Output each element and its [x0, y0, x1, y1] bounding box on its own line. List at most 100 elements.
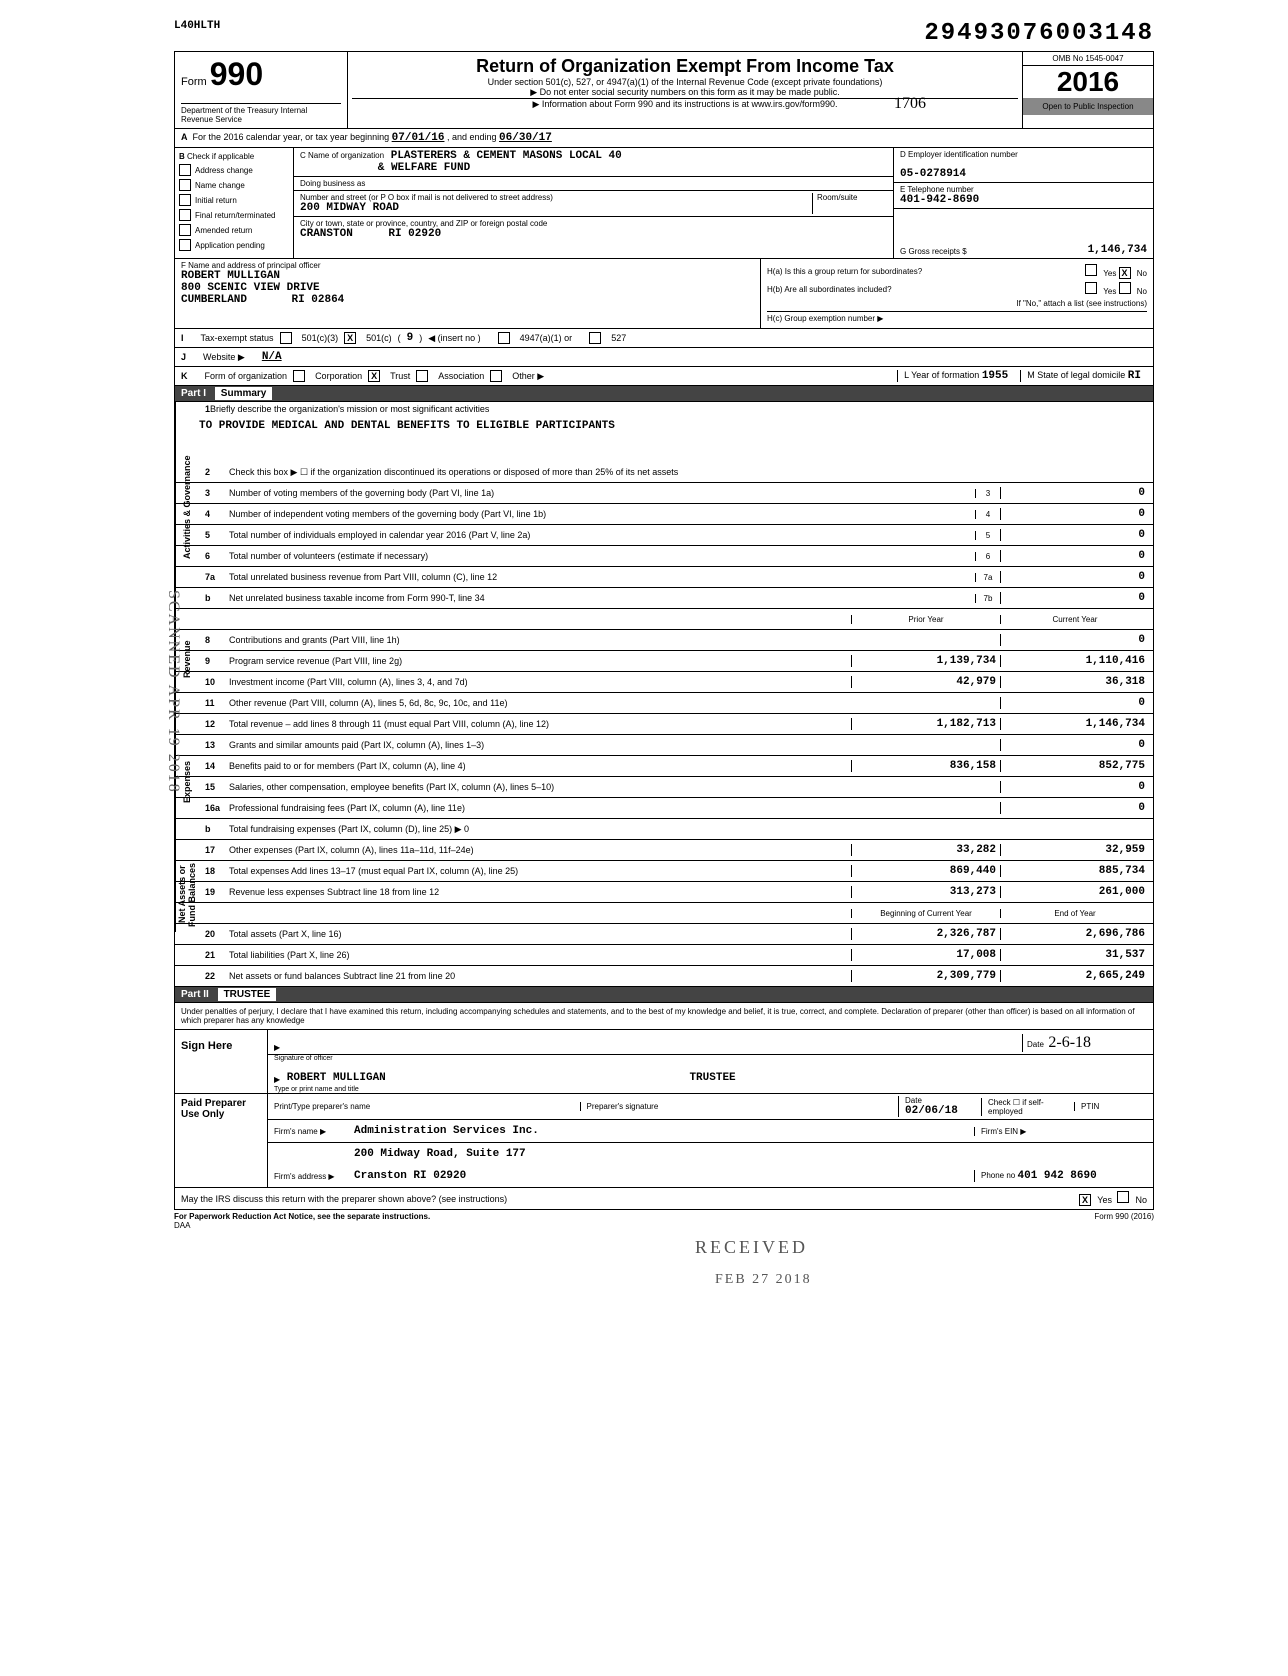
527-checkbox[interactable]: [589, 332, 601, 344]
address-change-checkbox[interactable]: [179, 164, 191, 176]
officer-title: TRUSTEE: [689, 1072, 735, 1084]
application-pending-checkbox[interactable]: [179, 239, 191, 251]
line-k: K Form of organization Corporation XTrus…: [174, 367, 1154, 386]
other-checkbox[interactable]: [490, 370, 502, 382]
prior-year-header: Prior Year: [851, 615, 1000, 624]
daa-label: DAA: [174, 1221, 190, 1230]
firm-name-label: Firm's name ▶: [274, 1127, 354, 1136]
org-name: PLASTERERS & CEMENT MASONS LOCAL 40: [391, 150, 622, 162]
form-org-label: Form of organization: [205, 371, 288, 381]
room-suite-label: Room/suite: [812, 193, 887, 214]
name-change-checkbox[interactable]: [179, 179, 191, 191]
omb-number: OMB No 1545-0047: [1023, 52, 1153, 66]
subtitle-1: Under section 501(c), 527, or 4947(a)(1)…: [352, 77, 1018, 87]
officer-state-zip: RI 02864: [291, 294, 344, 306]
final-return-checkbox[interactable]: [179, 209, 191, 221]
website-value: N/A: [262, 351, 282, 363]
vert-activities: Activities & Governance: [175, 402, 198, 612]
paid-preparer-row: Paid Preparer Use Only Print/Type prepar…: [174, 1094, 1154, 1188]
ha-no-checkbox[interactable]: X: [1119, 267, 1131, 279]
summary-row: 16aProfessional fundraising fees (Part I…: [175, 797, 1153, 818]
insert-no-label: ◀ (insert no ): [428, 333, 480, 344]
firm-addr-2: Cranston RI 02920: [354, 1170, 974, 1182]
officer-street: 800 SCENIC VIEW DRIVE: [181, 282, 320, 294]
officer-name: ROBERT MULLIGAN: [181, 270, 280, 282]
preparer-name-label: Print/Type preparer's name: [274, 1102, 580, 1111]
other-label: Other ▶: [512, 371, 544, 382]
section-fgh: F Name and address of principal officer …: [174, 259, 1154, 329]
city-label: City or town, state or province, country…: [300, 219, 547, 228]
vert-netassets: Net Assets or Fund Balances: [175, 857, 198, 932]
dept-label: Department of the Treasury Internal Reve…: [181, 103, 341, 124]
street-label: Number and street (or P O box if mail is…: [300, 193, 553, 202]
officer-city: CUMBERLAND: [181, 294, 247, 306]
main-title: Return of Organization Exempt From Incom…: [352, 56, 1018, 77]
summary-row: 6Total number of volunteers (estimate if…: [175, 545, 1153, 566]
summary-row: 20Total assets (Part X, line 16)2,326,78…: [175, 923, 1153, 944]
form-number: 990: [210, 56, 263, 92]
discuss-no-checkbox[interactable]: [1117, 1191, 1129, 1203]
corp-checkbox[interactable]: [293, 370, 305, 382]
summary-row: 7aTotal unrelated business revenue from …: [175, 566, 1153, 587]
form-footer: Form 990 (2016): [1094, 1212, 1154, 1230]
hb-note: If "No," attach a list (see instructions…: [767, 299, 1147, 308]
org-state-zip: RI 02920: [388, 228, 441, 240]
scanned-stamp: SCANNED APR 19 2018: [164, 590, 182, 794]
line-i: I Tax-exempt status 501(c)(3) X501(c) ( …: [174, 329, 1154, 348]
website-label: Website ▶: [203, 352, 245, 363]
discuss-yes-checkbox[interactable]: X: [1079, 1194, 1091, 1206]
501c-checkbox[interactable]: X: [344, 332, 356, 344]
year-formation-label: L Year of formation: [904, 370, 979, 380]
amended-return-label: Amended return: [195, 226, 252, 235]
trust-checkbox[interactable]: X: [368, 370, 380, 382]
section-bcd: B Check if applicable Address change Nam…: [174, 148, 1154, 259]
summary-row: 18Total expenses Add lines 13–17 (must e…: [175, 860, 1153, 881]
sig-of-officer-label: Signature of officer: [268, 1055, 1153, 1062]
summary-row: bTotal fundraising expenses (Part IX, co…: [175, 818, 1153, 839]
hb-no-checkbox[interactable]: [1119, 282, 1131, 294]
summary-row: 5Total number of individuals employed in…: [175, 524, 1153, 545]
state-domicile-label: M State of legal domicile: [1027, 370, 1125, 380]
sig-date: 2-6-18: [1048, 1034, 1091, 1051]
amended-return-checkbox[interactable]: [179, 224, 191, 236]
part-2-header: Part II TRUSTEE: [174, 987, 1154, 1003]
summary-row: 15Salaries, other compensation, employee…: [175, 776, 1153, 797]
firm-name: Administration Services Inc.: [354, 1125, 974, 1137]
row-a-label: For the 2016 calendar year, or tax year …: [193, 132, 390, 142]
summary-row: 22Net assets or fund balances Subtract l…: [175, 965, 1153, 986]
501c-label: 501(c): [366, 333, 392, 343]
501c3-checkbox[interactable]: [280, 332, 292, 344]
software-code: L40HLTH: [174, 20, 220, 47]
address-change-label: Address change: [195, 166, 253, 175]
form-label: Form: [181, 76, 207, 88]
527-label: 527: [611, 333, 626, 343]
ha-label: H(a) Is this a group return for subordin…: [767, 267, 922, 276]
hb-yes-checkbox[interactable]: [1085, 282, 1097, 294]
assoc-checkbox[interactable]: [416, 370, 428, 382]
ha-yes-checkbox[interactable]: [1085, 264, 1097, 276]
sig-date-label: Date: [1027, 1040, 1044, 1049]
initial-return-checkbox[interactable]: [179, 194, 191, 206]
ein: 05-0278914: [900, 168, 966, 180]
row-a-mid: , and ending: [447, 132, 497, 142]
part-2-title: TRUSTEE: [218, 988, 277, 1001]
part-1-title: Summary: [215, 387, 273, 400]
org-name-label: C Name of organization: [300, 151, 384, 160]
row-a: A For the 2016 calendar year, or tax yea…: [174, 129, 1154, 148]
dba-label: Doing business as: [300, 179, 365, 188]
part-1-header: Part I Summary: [174, 386, 1154, 402]
name-change-label: Name change: [195, 181, 245, 190]
hc-label: H(c) Group exemption number ▶: [767, 314, 883, 323]
org-name-2: & WELFARE FUND: [378, 162, 470, 174]
paid-preparer-label: Paid Preparer Use Only: [175, 1094, 267, 1187]
firm-phone-label: Phone no: [981, 1171, 1015, 1180]
corp-label: Corporation: [315, 371, 362, 381]
paperwork-notice: For Paperwork Reduction Act Notice, see …: [174, 1212, 430, 1221]
summary-row: 17Other expenses (Part IX, column (A), l…: [175, 839, 1153, 860]
line-1-label: Briefly describe the organization's miss…: [210, 404, 489, 414]
check-applicable-label: Check if applicable: [187, 152, 254, 161]
4947-checkbox[interactable]: [498, 332, 510, 344]
received-date-stamp: FEB 27 2018: [715, 1272, 812, 1288]
mission-text: TO PROVIDE MEDICAL AND DENTAL BENEFITS T…: [175, 416, 1153, 462]
firm-addr-label: Firm's address ▶: [274, 1172, 354, 1181]
